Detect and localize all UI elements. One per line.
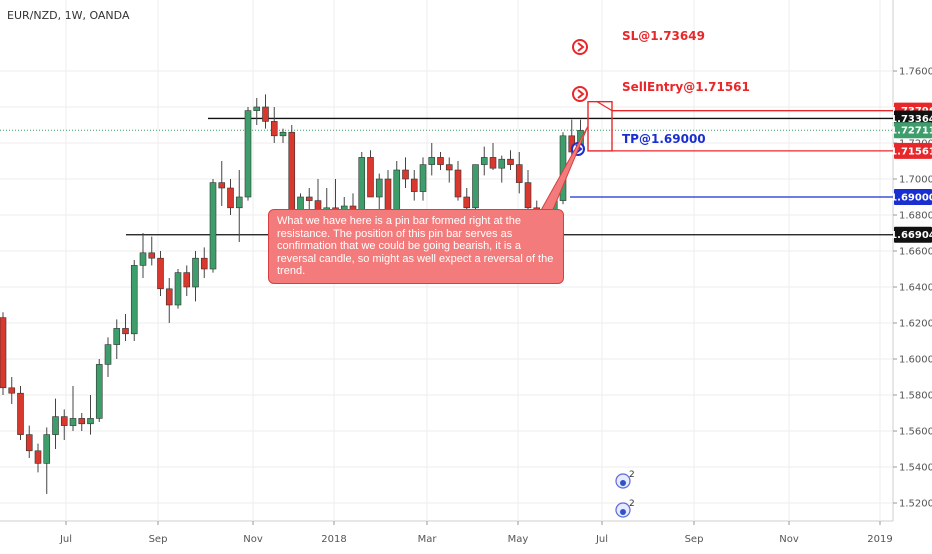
candle-body[interactable] [437, 157, 444, 165]
candle-body[interactable] [480, 157, 488, 165]
chevron-right-icon [577, 89, 585, 99]
x-tick-label: Mar [418, 534, 438, 545]
candle-body[interactable] [524, 182, 532, 209]
x-tick-label: Jul [59, 534, 72, 545]
arrow-marker-icon[interactable] [572, 86, 588, 102]
y-tick-label: 1.64000 [899, 283, 932, 294]
y-tick-label: 1.52000 [899, 499, 932, 510]
candle-body[interactable] [52, 416, 59, 435]
y-tick-label: 1.70000 [899, 175, 932, 186]
candle-body[interactable] [270, 121, 278, 137]
symbol-title: EUR/NZD, 1W, OANDA [7, 9, 130, 22]
x-tick-label: Sep [149, 534, 168, 545]
idea-badge-count: 2 [629, 499, 635, 509]
sell-entry-label: SellEntry@1.71561 [622, 80, 750, 94]
candle-body[interactable] [113, 328, 121, 345]
candle-body[interactable] [200, 257, 208, 270]
take-profit-label: TP@1.69000 [622, 132, 706, 146]
x-tick-label: Jul [595, 534, 608, 545]
candle-body[interactable] [419, 164, 427, 192]
candle-body[interactable] [95, 364, 103, 419]
y-tick-label: 1.76000 [899, 67, 932, 78]
candle-body[interactable] [148, 252, 156, 259]
candle-body[interactable] [262, 106, 269, 122]
price-tag-label: 1.72711 [890, 126, 932, 137]
candle-body[interactable] [157, 257, 164, 290]
analysis-note[interactable]: What we have here is a pin bar formed ri… [268, 209, 564, 284]
candle-body[interactable] [279, 131, 287, 137]
candle-body[interactable] [463, 196, 471, 209]
candle-body[interactable] [375, 178, 383, 198]
candle-body[interactable] [472, 164, 479, 209]
idea-badge-dot [620, 509, 626, 515]
candle-body[interactable] [60, 416, 68, 426]
x-tick-label: 2019 [867, 534, 892, 545]
candle-body[interactable] [410, 178, 418, 192]
price-tag [894, 189, 932, 205]
price-tag-label: 1.73364 [890, 114, 932, 125]
candle-body[interactable] [87, 418, 94, 425]
candle-body[interactable] [122, 328, 129, 335]
candle-body[interactable] [253, 106, 261, 111]
y-tick-label: 1.56000 [899, 427, 932, 438]
candle-body[interactable] [192, 257, 199, 288]
chevron-right-icon [577, 42, 585, 52]
candle-body[interactable] [43, 434, 51, 464]
candle-body[interactable] [305, 196, 313, 201]
y-tick-label: 1.62000 [899, 319, 932, 330]
candle-body[interactable] [183, 272, 191, 288]
candle-body[interactable] [445, 164, 453, 171]
candle-body[interactable] [227, 187, 234, 209]
x-tick-label: Sep [685, 534, 704, 545]
candle-body[interactable] [17, 392, 24, 435]
price-tag-label: 1.71561 [890, 146, 932, 157]
arrow-marker-icon[interactable] [572, 39, 588, 55]
candle-body[interactable] [367, 157, 374, 198]
candle-body[interactable] [244, 110, 252, 198]
y-tick-label: 1.58000 [899, 391, 932, 402]
x-tick-label: Nov [243, 534, 263, 545]
candle-body[interactable] [8, 387, 16, 394]
y-tick-label: 1.66000 [899, 247, 932, 258]
idea-badge-count: 2 [629, 470, 635, 480]
stop-loss-label: SL@1.73649 [622, 29, 705, 43]
candle-body[interactable] [78, 418, 86, 425]
candle-body[interactable] [25, 434, 33, 452]
candle-body[interactable] [489, 157, 497, 169]
candle-body[interactable] [402, 169, 409, 180]
candle-body[interactable] [454, 169, 462, 198]
trade-zone-connector [596, 101, 613, 112]
candle-body[interactable] [358, 157, 366, 216]
price-tag-label: 1.66904 [890, 230, 932, 241]
candle-body[interactable] [139, 252, 147, 266]
candle-body[interactable] [218, 182, 226, 189]
y-tick-label: 1.68000 [899, 211, 932, 222]
candle-body[interactable] [130, 265, 138, 335]
candle-body[interactable] [69, 418, 77, 426]
candle-body[interactable] [209, 182, 217, 270]
candle-body[interactable] [165, 288, 173, 306]
price-tag [894, 142, 932, 159]
price-tag [894, 122, 932, 139]
x-tick-label: May [508, 534, 529, 545]
candle-body[interactable] [104, 344, 112, 365]
x-tick-label: Nov [779, 534, 799, 545]
y-tick-label: 1.60000 [899, 355, 932, 366]
idea-badge-dot [620, 480, 626, 486]
candle-body[interactable] [428, 157, 436, 165]
candle-body[interactable] [174, 272, 182, 306]
price-tag [894, 226, 932, 243]
candle-body[interactable] [0, 317, 7, 389]
candle-body[interactable] [507, 158, 514, 165]
price-tag-label: 1.69000 [890, 193, 932, 204]
candle-body[interactable] [515, 164, 523, 183]
candle-body[interactable] [235, 196, 243, 209]
candle-body[interactable] [498, 158, 506, 169]
y-tick-label: 1.54000 [899, 463, 932, 474]
candle-body[interactable] [34, 450, 42, 464]
x-tick-label: 2018 [321, 534, 346, 545]
price-axis-panel [893, 0, 932, 550]
